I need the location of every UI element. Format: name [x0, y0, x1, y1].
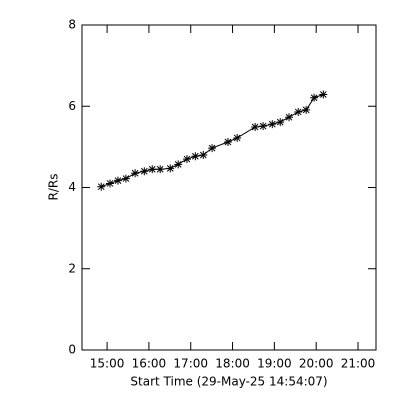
x-axis-label: Start Time (29-May-25 14:54:07)	[130, 375, 327, 389]
y-tick-label: 8	[68, 18, 76, 32]
data-point	[166, 164, 175, 173]
data-point	[156, 165, 165, 174]
data-point	[174, 160, 183, 169]
data-point	[319, 90, 328, 99]
y-tick-label: 0	[68, 343, 76, 357]
data-point	[259, 122, 268, 131]
data-point	[191, 152, 200, 161]
plot-frame	[81, 24, 377, 351]
data-point	[294, 107, 303, 116]
y-tick-label: 4	[68, 180, 76, 194]
data-point	[148, 165, 157, 174]
x-tick-label: 20:00	[299, 357, 334, 371]
x-tick-label: 21:00	[341, 357, 376, 371]
data-point	[208, 144, 217, 153]
data-point	[121, 174, 130, 183]
data-point	[302, 105, 311, 114]
y-tick-label: 2	[68, 261, 76, 275]
x-tick-label: 18:00	[215, 357, 250, 371]
y-axis-label: R/Rs	[47, 174, 61, 201]
data-point	[97, 182, 106, 191]
x-tick-label: 19:00	[257, 357, 292, 371]
x-tick-label: 15:00	[90, 357, 125, 371]
data-point	[268, 120, 277, 129]
data-point	[140, 167, 149, 176]
data-point	[131, 169, 140, 178]
data-point	[285, 113, 294, 122]
y-tick-label: 6	[68, 99, 76, 113]
data-point	[276, 118, 285, 127]
data-point	[233, 133, 242, 142]
data-point	[251, 122, 260, 131]
data-point	[223, 138, 232, 146]
x-tick-label: 16:00	[132, 357, 167, 371]
data-point	[113, 176, 122, 185]
data-point	[182, 155, 191, 164]
data-point	[310, 93, 319, 102]
data-point	[106, 179, 115, 188]
x-tick-label: 17:00	[173, 357, 208, 371]
data-point	[199, 151, 208, 159]
